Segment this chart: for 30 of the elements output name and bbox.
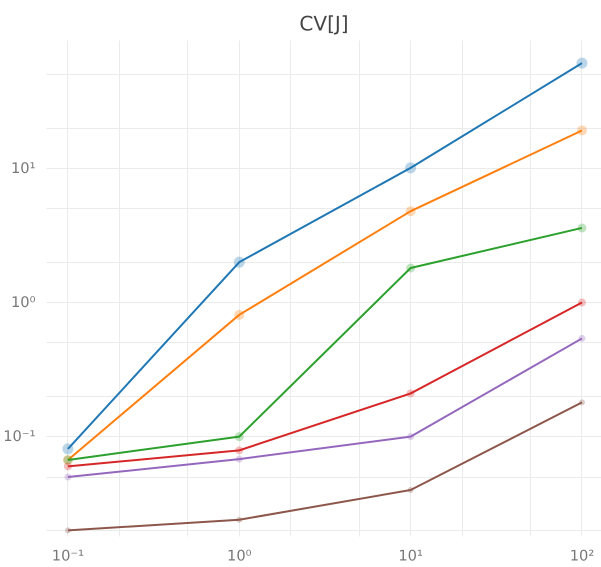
y-tick-label: 10⁰ — [10, 294, 36, 312]
point — [236, 456, 243, 463]
chart-title: CV[J] — [299, 12, 349, 36]
point — [405, 162, 416, 174]
x-tick-label: 10⁻¹ — [52, 548, 84, 564]
point — [236, 516, 242, 523]
point — [64, 527, 71, 534]
point — [578, 298, 586, 307]
point — [406, 206, 416, 216]
point — [64, 474, 72, 480]
point — [578, 399, 585, 406]
point — [576, 125, 587, 136]
point — [234, 432, 244, 442]
point — [408, 487, 414, 493]
point — [578, 334, 586, 342]
x-tick-label: 10¹ — [398, 548, 424, 564]
point — [576, 58, 588, 69]
x-tick-label: 10⁰ — [227, 548, 252, 564]
point — [577, 223, 586, 232]
point — [62, 443, 74, 454]
point — [406, 264, 416, 272]
point — [234, 310, 244, 320]
y-tick-label: 10¹ — [10, 160, 36, 177]
point — [234, 256, 245, 268]
y-tick-label: 10⁻¹ — [3, 428, 36, 446]
x-tick-label: 10² — [570, 548, 594, 564]
point — [235, 446, 244, 454]
point — [407, 433, 414, 440]
point — [406, 389, 415, 398]
point — [64, 462, 72, 470]
